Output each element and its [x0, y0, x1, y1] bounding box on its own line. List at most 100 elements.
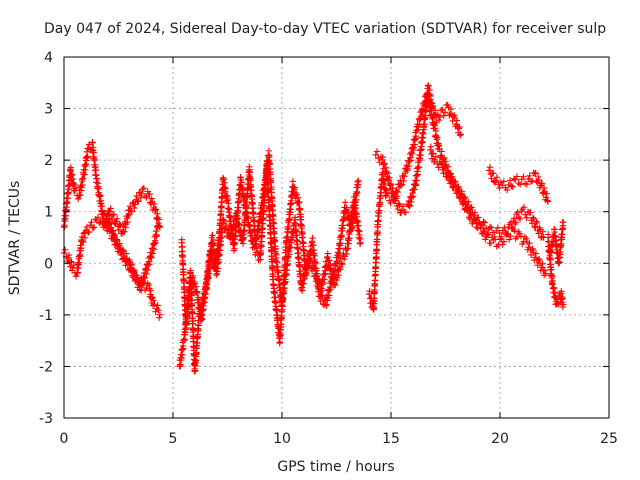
data-point [505, 236, 513, 243]
data-point [83, 160, 90, 168]
data-point [456, 123, 463, 131]
x-tick-label: 0 [60, 431, 69, 447]
data-point [389, 189, 397, 196]
data-point [529, 214, 537, 221]
data-point [294, 238, 301, 245]
data-point [411, 141, 419, 149]
data-point [238, 179, 245, 186]
data-point [549, 277, 556, 285]
data-point [247, 229, 255, 236]
data-point [289, 234, 296, 241]
data-point [77, 192, 84, 199]
data-point [141, 274, 149, 282]
data-point [477, 221, 485, 229]
y-tick-labels: -3 -2 -1 0 1 2 3 4 [39, 50, 53, 427]
data-point [414, 171, 421, 178]
y-tick-label: 1 [44, 205, 53, 221]
data-point [320, 279, 327, 287]
data-point [284, 260, 291, 268]
data-point [325, 292, 333, 299]
data-point [513, 173, 521, 180]
data-point [150, 245, 158, 253]
data-point [110, 211, 118, 218]
data-point [339, 222, 347, 229]
data-point [194, 339, 201, 347]
data-point [348, 220, 355, 227]
data-point [520, 204, 528, 211]
y-tick-label: 3 [44, 102, 53, 118]
data-point [295, 255, 303, 263]
data-point [493, 243, 500, 250]
data-point [250, 210, 257, 218]
data-point [311, 252, 318, 259]
data-point [391, 190, 398, 198]
data-point [98, 200, 105, 207]
data-point [342, 199, 349, 206]
data-point [517, 233, 525, 240]
data-point [455, 125, 462, 132]
data-point [396, 201, 403, 208]
data-point [302, 270, 310, 277]
data-point [557, 248, 564, 256]
data-point [181, 336, 188, 344]
data-point [65, 254, 72, 262]
data-point [335, 271, 342, 279]
data-point [343, 250, 350, 258]
x-tick-label: 5 [169, 431, 178, 447]
data-point [492, 177, 499, 184]
data-point [340, 215, 348, 223]
data-point [508, 182, 515, 190]
data-point [146, 260, 153, 268]
data-point [233, 212, 240, 219]
data-point [115, 226, 122, 234]
data-point [448, 175, 455, 183]
data-point [441, 109, 449, 116]
data-point [306, 258, 314, 265]
data-point [324, 250, 331, 257]
data-point [338, 233, 345, 240]
data-point [510, 215, 518, 222]
data-point [155, 314, 163, 321]
data-point [154, 302, 161, 309]
data-point [151, 301, 158, 308]
data-point [425, 82, 432, 90]
data-point [133, 272, 140, 279]
y-tick-label: -2 [39, 359, 53, 375]
data-point [285, 223, 292, 230]
data-point [307, 256, 314, 264]
data-point [276, 276, 283, 283]
data-point [353, 211, 360, 218]
data-point [199, 302, 206, 310]
data-point [276, 284, 284, 291]
data-point [372, 151, 379, 159]
data-point [559, 295, 566, 302]
data-point [248, 193, 256, 200]
data-point [194, 333, 202, 340]
data-point [275, 269, 282, 276]
data-point [257, 249, 265, 257]
data-point [473, 224, 480, 231]
data-point [434, 134, 441, 141]
data-point [146, 190, 153, 198]
data-point [521, 180, 529, 187]
data-point [387, 181, 395, 189]
data-point [408, 194, 415, 201]
data-point [180, 271, 187, 278]
data-point [269, 265, 276, 272]
chart-title: Day 047 of 2024, Sidereal Day-to-day VTE… [44, 21, 606, 37]
data-point [539, 260, 546, 268]
data-point [514, 209, 521, 216]
data-point [436, 113, 444, 121]
data-point [90, 224, 98, 231]
data-point [471, 216, 479, 223]
data-point [287, 206, 294, 213]
data-point [431, 106, 439, 114]
data-point [455, 186, 462, 193]
data-point [400, 177, 407, 185]
data-point [181, 295, 189, 302]
data-point [235, 198, 243, 205]
data-point [533, 218, 540, 225]
data-point [222, 220, 229, 228]
data-point [511, 227, 518, 235]
data-point [193, 350, 200, 357]
